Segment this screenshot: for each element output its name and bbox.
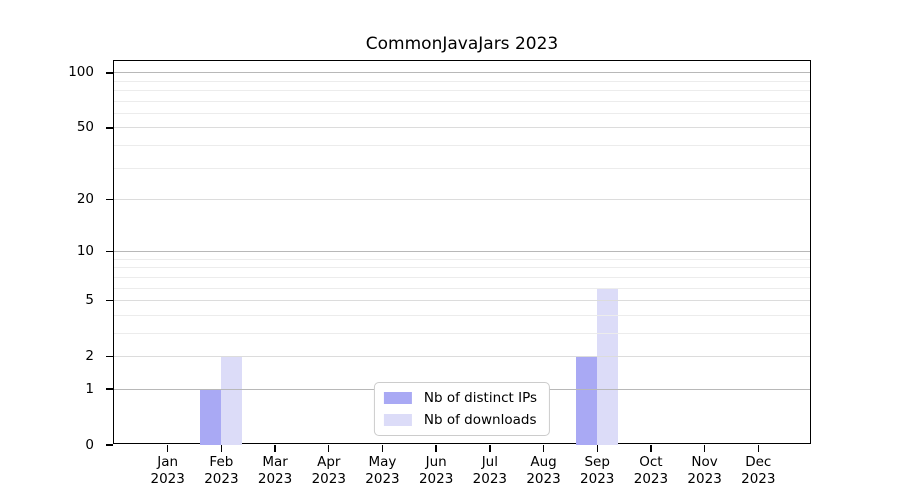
x-tick-label-oct: Oct 2023 — [623, 454, 679, 488]
x-tick-label-sep: Sep 2023 — [569, 454, 625, 488]
gridline-y-60 — [114, 113, 810, 115]
gridline-y-90 — [114, 80, 810, 82]
x-tick-month: Dec — [745, 454, 772, 470]
x-tick-month: Jan — [157, 454, 179, 470]
legend-item-downloads: Nb of downloads — [383, 412, 537, 428]
x-tick-sep — [596, 445, 598, 452]
y-tick-label-20: 20 — [76, 191, 94, 207]
x-tick-year: 2023 — [687, 471, 722, 487]
x-tick-label-mar: Mar 2023 — [247, 454, 303, 488]
x-tick-dec — [757, 445, 759, 452]
x-tick-year: 2023 — [526, 471, 561, 487]
gridline-y-7 — [114, 276, 810, 278]
x-tick-apr — [328, 445, 330, 452]
x-tick-label-jan: Jan 2023 — [140, 454, 196, 488]
legend-swatch-distinct-ips-icon — [383, 392, 412, 404]
y-tick-0 — [106, 444, 113, 446]
legend-swatch-downloads-icon — [383, 414, 412, 426]
y-tick-label-10: 10 — [76, 243, 94, 260]
x-tick-year: 2023 — [257, 471, 293, 487]
x-tick-feb — [220, 445, 223, 452]
y-tick-20 — [106, 198, 113, 201]
y-tick-5 — [106, 299, 113, 302]
legend-label-downloads: Nb of downloads — [423, 412, 537, 428]
x-tick-year: 2023 — [204, 471, 239, 487]
gridline-y-10 — [114, 251, 810, 253]
y-tick-100 — [106, 72, 113, 74]
x-tick-month: Mar — [262, 454, 288, 470]
x-tick-jan — [166, 445, 169, 452]
x-tick-month: Feb — [209, 454, 234, 470]
x-tick-oct — [650, 445, 652, 452]
legend-item-distinct-ips: Nb of distinct IPs — [383, 390, 538, 406]
y-tick-2 — [106, 355, 113, 358]
legend: Nb of distinct IPs Nb of downloads — [373, 382, 551, 436]
bar-feb-2023-series-1 — [221, 356, 243, 445]
y-tick-10 — [106, 250, 113, 253]
x-tick-month: Apr — [317, 454, 341, 470]
bar-sep-2023-series-0 — [576, 356, 598, 445]
chart-title: CommonJavaJars 2023 — [365, 34, 559, 54]
x-tick-label-aug: Aug 2023 — [516, 454, 572, 488]
gridline-y-80 — [114, 90, 810, 92]
x-tick-label-apr: Apr 2023 — [301, 454, 357, 488]
y-tick-label-50: 50 — [76, 119, 94, 136]
gridline-y-3 — [114, 332, 810, 334]
y-tick-50 — [106, 127, 113, 129]
x-tick-year: 2023 — [365, 471, 400, 487]
bar-sep-2023-series-1 — [597, 288, 619, 445]
x-tick-month: May — [368, 454, 397, 470]
x-tick-month: Nov — [691, 454, 718, 470]
x-tick-year: 2023 — [418, 471, 454, 487]
x-tick-may — [381, 445, 384, 452]
legend-label-distinct-ips: Nb of distinct IPs — [423, 390, 538, 406]
x-tick-label-jul: Jul 2023 — [462, 454, 518, 488]
x-tick-label-jun: Jun 2023 — [408, 454, 464, 488]
x-tick-month: Oct — [639, 454, 663, 470]
x-tick-year: 2023 — [580, 471, 615, 487]
x-tick-nov — [703, 445, 706, 452]
y-tick-label-1: 1 — [85, 380, 94, 397]
y-tick-label-0: 0 — [85, 436, 94, 453]
gridline-y-70 — [114, 100, 810, 102]
y-tick-label-100: 100 — [68, 64, 94, 81]
y-tick-label-2: 2 — [85, 347, 94, 364]
gridline-y-9 — [114, 258, 810, 260]
bar-feb-2023-series-0 — [200, 389, 222, 445]
x-tick-label-may: May 2023 — [354, 454, 410, 488]
gridline-y-2 — [114, 355, 810, 357]
gridline-y-100 — [114, 72, 810, 74]
gridline-y-6 — [114, 287, 810, 289]
x-tick-year: 2023 — [150, 471, 185, 487]
gridline-y-8 — [114, 267, 810, 269]
x-tick-year: 2023 — [741, 471, 776, 487]
x-tick-jul — [489, 445, 491, 452]
x-tick-year: 2023 — [633, 471, 669, 487]
x-tick-month: Jun — [425, 454, 447, 470]
x-tick-label-feb: Feb 2023 — [193, 454, 249, 488]
plot-area: Nb of distinct IPs Nb of downloads 0 1 2 5 1… — [68, 60, 811, 487]
gridline-y-40 — [114, 145, 810, 147]
x-tick-year: 2023 — [472, 471, 508, 487]
y-tick-1 — [106, 388, 113, 390]
x-tick-label-dec: Dec 2023 — [730, 454, 786, 488]
gridline-y-5 — [114, 300, 810, 302]
x-tick-month: Jul — [481, 454, 498, 470]
gridline-y-30 — [114, 167, 810, 169]
x-tick-month: Aug — [530, 454, 557, 470]
x-tick-label-nov: Nov 2023 — [677, 454, 733, 488]
x-tick-jun — [435, 445, 437, 452]
x-tick-year: 2023 — [311, 471, 346, 487]
gridline-y-20 — [114, 199, 810, 200]
x-tick-aug — [542, 445, 545, 452]
x-tick-month: Sep — [584, 454, 610, 470]
gridline-y-50 — [114, 127, 810, 129]
y-tick-label-5: 5 — [85, 292, 94, 309]
gridline-y-4 — [114, 314, 810, 316]
x-tick-mar — [274, 445, 276, 452]
